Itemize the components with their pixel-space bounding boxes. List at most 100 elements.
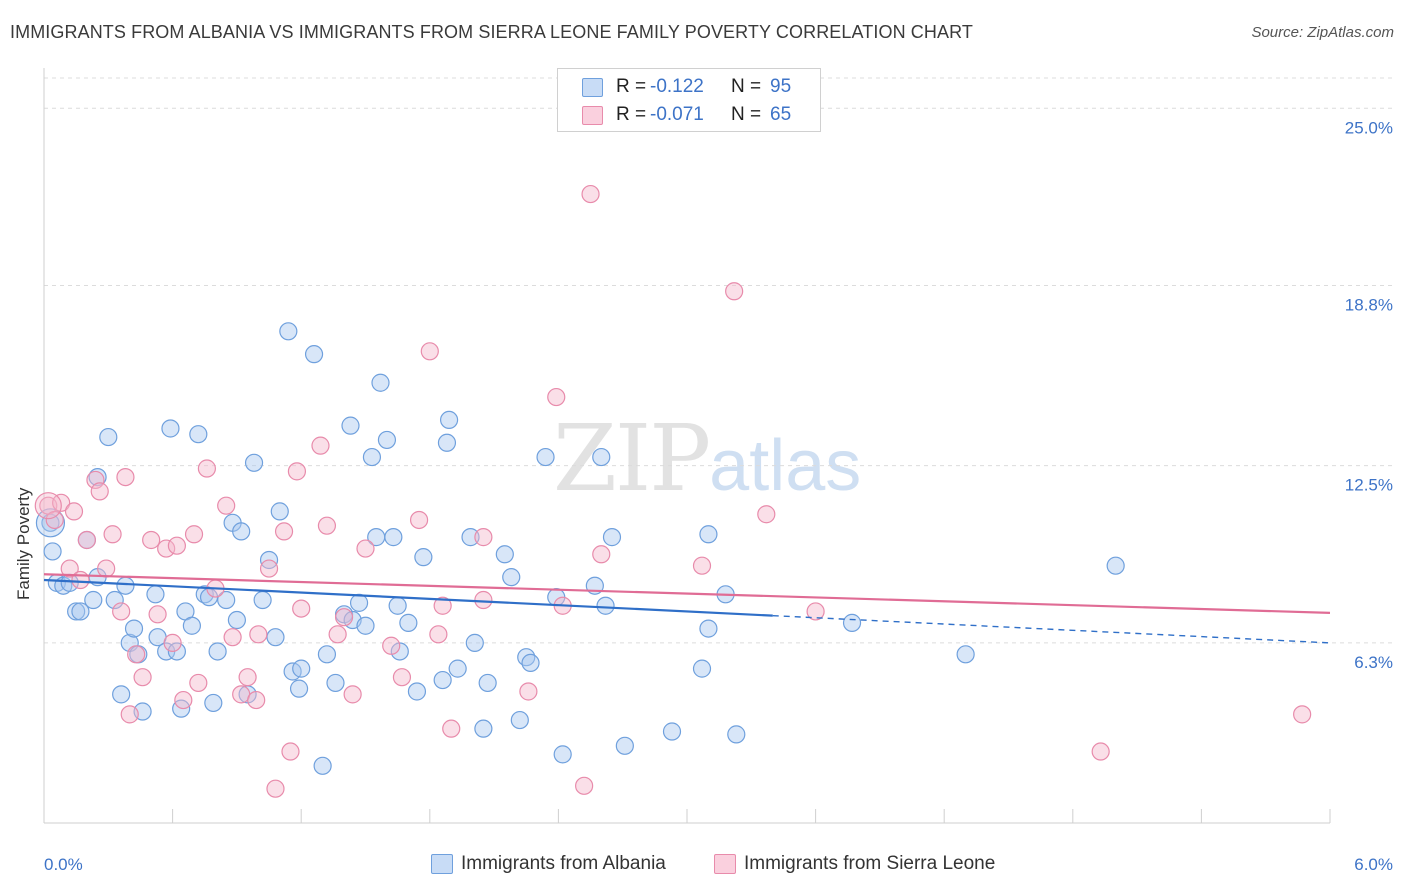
sierra-leone-data-point-large [34,492,62,520]
albania-data-point [388,596,407,615]
albania-data-point [313,756,332,775]
grid-lines [44,77,1395,644]
albania-data-point [279,322,298,341]
stat-row-albania: R = -0.122 N = 95 [558,73,820,101]
y-tick-label: 18.8% [1345,296,1393,315]
sierra-leone-data-point [142,530,161,550]
sierra-leone-data-point [692,556,712,575]
albania-data-point [474,719,493,738]
albania-data-point [208,642,227,661]
y-tick-label: 6.3% [1354,653,1393,672]
albania-data-point [362,447,382,467]
sierra-leone-data-point [133,668,152,687]
sierra-leone-data-point [420,342,439,361]
albania-data-point [407,682,427,701]
sierra-leone-data-point [281,742,300,761]
sierra-leone-data-point [274,522,294,541]
sierra-leone-data-point [148,605,167,624]
sierra-leone-data-point [334,608,354,627]
sierra-leone-data-point [725,282,744,301]
sierra-leone-data-point [64,502,84,521]
sierra-leone-data-point [77,530,96,550]
albania-data-point [699,619,718,638]
albania-data-point [448,659,467,678]
albania-data-point [502,568,521,587]
sierra-leone-data-point [184,525,204,544]
albania-trend-line [43,578,773,617]
sierra-leone-data-point [287,462,307,481]
source-label: Source: ZipAtlas.com [1251,24,1394,41]
sierra-leone-data-point [157,539,176,558]
sierra-leone-data-point [429,625,448,644]
albania-data-point [553,745,572,764]
albania-data-point [842,613,862,632]
watermark-zip: ZIP [553,405,711,512]
sierra-leone-data-point [311,436,330,455]
n-label: N = [731,76,762,97]
tick-labels: 6.3% 12.5% 18.8% 25.0% 0.0% 6.0% [44,118,1393,874]
albania-data-point [399,613,418,632]
n-value: 95 [770,76,792,97]
albania-data-point [414,548,433,567]
sierra-leone-trend-line [43,573,1331,614]
albania-data-point [88,467,107,487]
x-tick-label: 6.0% [1354,855,1393,874]
sierra-leone-data-point [112,602,131,621]
albania-data-point [956,645,975,664]
albania-data-point [437,433,457,452]
sierra-leone-points [34,184,1312,798]
y-tick-label: 25.0% [1345,118,1393,137]
albania-points [35,322,1125,775]
albania-data-point [182,616,201,635]
albania-data-point [349,593,369,612]
sierra-leone-data-point [382,636,401,655]
albania-data-point [84,590,103,610]
sierra-leone-data-point [90,482,109,501]
correlation-stats-box: R = -0.122 N = 95 R = -0.071 N = 65 [557,68,821,132]
albania-data-point [317,645,337,664]
albania-data-point [99,427,118,447]
sierra-leone-data-point [103,525,122,544]
albania-data-point [384,528,403,547]
n-label: N = [731,104,762,125]
albania-data-point [692,659,712,678]
watermark: ZIPatlas [553,405,861,512]
sierra-leone-data-point [292,599,311,618]
sierra-leone-data-point [474,528,493,547]
albania-data-point [433,670,452,690]
sierra-leone-data-point [1091,742,1110,761]
sierra-leone-data-point [163,633,182,652]
albania-data-point [356,616,375,635]
sierra-leone-data-point [592,545,611,564]
sierra-leone-data-point [127,645,146,664]
albania-trend-line-extension [772,614,1331,644]
sierra-leone-data-point [392,668,412,687]
albania-data-point [266,628,285,647]
albania-data-point [227,610,246,630]
albania-data-point [699,525,718,544]
albania-data-point [521,653,540,673]
sierra-leone-data-point [120,705,139,724]
albania-data-point [596,596,615,615]
albania-data-point [204,693,223,713]
albania-data-point [510,710,529,730]
albania-data-point [112,685,131,704]
albania-data-point [244,453,264,472]
albania-data-point [292,659,311,678]
albania-data-point [161,419,180,438]
sierra-leone-data-point [71,570,90,590]
albania-data-point [71,602,90,621]
sierra-leone-data-point [266,779,285,798]
sierra-leone-data-point [238,668,257,687]
sierra-leone-data-point [249,625,268,644]
albania-data-point [232,522,251,541]
albania-data-point [67,602,86,621]
legend-sierra-leone-swatch [714,854,736,874]
sierra-leone-data-point [167,536,186,555]
sierra-leone-data-point [197,459,216,478]
albania-data-point [1106,556,1125,575]
r-value: -0.122 [650,76,704,97]
albania-data-point [326,673,345,693]
stat-row-sierra-leone: R = -0.071 N = 65 [558,101,820,129]
sierra-leone-data-point [317,516,337,535]
